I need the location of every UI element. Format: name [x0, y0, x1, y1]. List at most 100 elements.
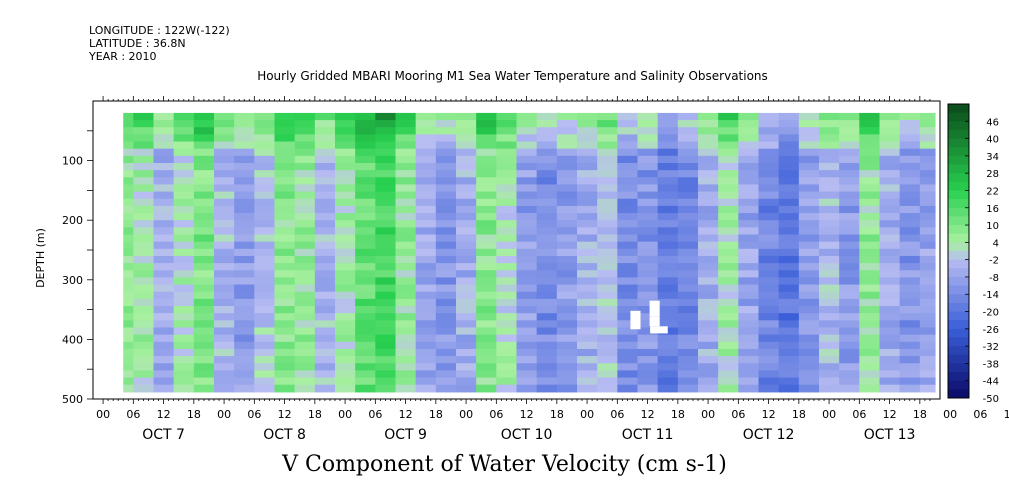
heatmap-cell	[718, 227, 739, 236]
heatmap-cell	[637, 356, 659, 364]
heatmap-cell	[698, 327, 719, 336]
heatmap-cell	[415, 356, 437, 364]
heatmap-cell	[193, 162, 215, 171]
colorbar-tick-label: -14	[983, 290, 999, 301]
heatmap-cell	[899, 198, 921, 207]
heatmap-cell	[637, 191, 659, 200]
heatmap-cell	[435, 313, 457, 321]
heatmap-cell	[516, 155, 538, 164]
heatmap-cell	[496, 313, 518, 321]
heatmap-cell	[133, 234, 155, 243]
x-tick-label: 06	[731, 408, 745, 421]
x-tick-label: 18	[671, 408, 685, 421]
heatmap-cell	[819, 241, 840, 250]
heatmap-cell	[879, 248, 901, 257]
heatmap-cell	[798, 356, 820, 364]
heatmap-cell	[153, 327, 175, 336]
heatmap-cell	[637, 284, 659, 293]
heatmap-cell	[335, 291, 356, 300]
heatmap-cell	[819, 263, 840, 271]
colorbar-tick-label: 34	[986, 152, 999, 163]
heatmap-cell	[274, 306, 296, 314]
heatmap-cell	[597, 334, 618, 343]
heatmap-cell	[173, 363, 195, 371]
heatmap-cell	[355, 112, 376, 121]
heatmap-cell	[758, 227, 780, 236]
x-tick-label: 18	[308, 408, 322, 421]
heatmap-cell	[839, 384, 860, 393]
heatmap-cell	[677, 120, 699, 128]
heatmap-cell	[677, 334, 699, 343]
heatmap-cell	[335, 227, 356, 236]
heatmap-cell	[859, 241, 881, 250]
heatmap-cell	[698, 177, 719, 186]
colorbar-segment	[948, 259, 969, 269]
heatmap-cell	[395, 162, 417, 171]
heatmap-cell	[698, 277, 719, 286]
heatmap-cell	[657, 177, 679, 186]
heatmap-cell	[798, 298, 820, 307]
heatmap-cell	[758, 112, 780, 121]
heatmap-cell	[234, 134, 255, 143]
colorbar-segment	[948, 294, 969, 304]
heatmap-cell	[314, 177, 336, 186]
missing-data-gap	[630, 310, 641, 330]
heatmap-cell	[335, 313, 356, 321]
heatmap-cell	[637, 234, 659, 243]
heatmap-cell	[214, 112, 235, 121]
heatmap-cell	[214, 306, 235, 314]
heatmap-cell	[536, 227, 558, 236]
heatmap-cell	[395, 270, 417, 279]
heatmap-cell	[556, 298, 578, 307]
heatmap-cell	[234, 270, 255, 279]
heatmap-cell	[859, 191, 881, 200]
heatmap-cell	[778, 341, 800, 350]
heatmap-cell	[254, 370, 276, 379]
heatmap-cell	[476, 170, 497, 178]
heatmap-cell	[879, 234, 901, 243]
heatmap-cell	[516, 234, 538, 243]
heatmap-cell	[677, 320, 699, 329]
heatmap-cell	[597, 291, 618, 300]
heatmap-cell	[294, 155, 316, 164]
heatmap-cell	[819, 306, 840, 314]
heatmap-cell	[718, 384, 739, 393]
heatmap-cell	[375, 162, 397, 171]
heatmap-cell	[536, 377, 558, 386]
heatmap-cell	[536, 306, 558, 314]
heatmap-cell	[657, 155, 679, 164]
y-tick-label: 100	[62, 155, 83, 168]
heatmap-cell	[536, 255, 558, 264]
colorbar-segment	[948, 129, 969, 140]
heatmap-cell	[859, 334, 881, 343]
heatmap-cell	[234, 277, 255, 286]
heatmap-cell	[738, 227, 760, 236]
heatmap-cell	[556, 170, 578, 178]
heatmap-cell	[375, 334, 397, 343]
heatmap-cell	[153, 277, 175, 286]
heatmap-cell	[556, 320, 578, 329]
heatmap-cell	[919, 284, 936, 293]
heatmap-cell	[476, 155, 497, 164]
heatmap-cell	[214, 370, 235, 379]
heatmap-cell	[798, 363, 820, 371]
heatmap-cell	[415, 313, 437, 321]
heatmap-cell	[314, 306, 336, 314]
heatmap-cell	[314, 327, 336, 336]
heatmap-cell	[355, 141, 376, 150]
heatmap-cell	[214, 148, 235, 157]
heatmap-cell	[214, 191, 235, 200]
heatmap-cell	[778, 184, 800, 193]
colorbar-segment	[948, 372, 969, 382]
heatmap-cell	[577, 356, 598, 364]
heatmap-cell	[617, 134, 639, 143]
heatmap-cell	[335, 370, 356, 379]
heatmap-cell	[496, 170, 518, 178]
heatmap-cell	[899, 162, 921, 171]
heatmap-cell	[153, 227, 175, 236]
colorbar-segment	[948, 181, 969, 191]
heatmap-cell	[415, 377, 437, 386]
heatmap-cell	[819, 277, 840, 286]
x-tick-label: 00	[822, 408, 836, 421]
